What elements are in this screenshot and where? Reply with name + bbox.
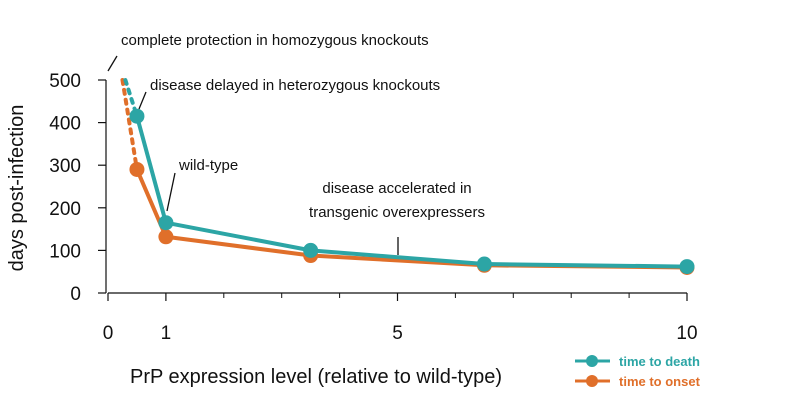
series-death-point-1: [158, 215, 174, 231]
y-tick-label-300: 300: [49, 156, 81, 177]
annotation-knockouts: complete protection in homozygous knocko…: [121, 32, 429, 49]
series-death-point-4: [679, 259, 695, 275]
legend-label-onset: time to onset: [619, 374, 701, 389]
legend-marker-death: [586, 355, 598, 367]
series-onset-point-1: [158, 229, 174, 245]
x-axis-title: PrP expression level (relative to wild-t…: [130, 366, 502, 388]
x-tick-label-10: 10: [676, 323, 697, 344]
y-tick-label-200: 200: [49, 199, 81, 220]
x-tick-label-0: 0: [103, 323, 114, 344]
y-axis-title: days post-infection: [6, 105, 28, 272]
y-tick-label-500: 500: [49, 71, 81, 92]
x-axis: 0 1 5 10: [103, 292, 698, 344]
annotation-accelerated-line1: disease accelerated in: [322, 180, 471, 197]
series-layer: [120, 78, 695, 275]
annotation-layer: complete protection in homozygous knocko…: [107, 32, 485, 255]
legend-label-death: time to death: [619, 354, 700, 369]
annotation-heterozygous: disease delayed in heterozygous knockout…: [150, 77, 440, 94]
series-onset-point-0: [129, 161, 145, 177]
y-tick-label-400: 400: [49, 114, 81, 135]
annotation-accelerated-line2: transgenic overexpressers: [309, 204, 485, 221]
annotation-leader-knockouts: [107, 55, 118, 72]
y-tick-label-0: 0: [70, 284, 81, 305]
series-death-point-3: [476, 256, 492, 272]
annotation-leader-heterozygous: [138, 91, 147, 110]
annotation-leader-wild-type: [166, 172, 176, 212]
y-axis: 0 100 200 300 400 500: [49, 71, 107, 305]
legend: time to death time to onset: [575, 354, 701, 389]
legend-marker-onset: [586, 375, 598, 387]
legend-item-death: time to death: [575, 354, 700, 369]
x-tick-label-1: 1: [161, 323, 172, 344]
series-death-point-2: [303, 242, 319, 258]
series-onset-dashed-line: [120, 78, 139, 172]
series-death-point-0: [129, 108, 145, 124]
legend-item-onset: time to onset: [575, 374, 701, 389]
x-tick-label-5: 5: [392, 323, 403, 344]
annotation-wild-type: wild-type: [178, 157, 238, 174]
y-tick-label-100: 100: [49, 241, 81, 262]
